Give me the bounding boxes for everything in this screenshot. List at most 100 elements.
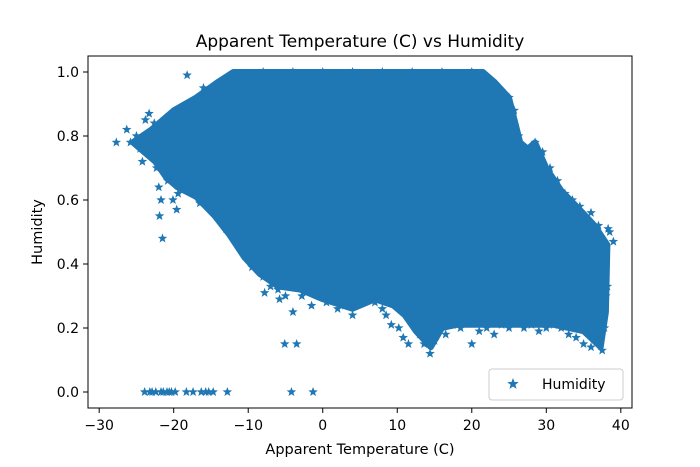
data-point <box>429 335 440 345</box>
data-point <box>377 67 388 77</box>
legend-marker-star-icon <box>507 378 519 389</box>
data-point <box>294 249 304 259</box>
data-point <box>448 319 458 329</box>
y-tick-label: 0.4 <box>57 257 79 273</box>
data-point <box>463 316 473 326</box>
data-point <box>347 67 358 77</box>
data-point <box>170 387 180 397</box>
data-point <box>586 342 596 352</box>
data-point <box>346 275 356 285</box>
data-point <box>511 316 522 326</box>
data-point <box>198 83 209 93</box>
data-point <box>144 108 154 118</box>
data-point <box>173 188 183 198</box>
data-point <box>381 310 391 320</box>
data-point <box>151 387 161 397</box>
x-tick-label: 20 <box>463 418 481 434</box>
data-point <box>234 188 245 198</box>
data-point <box>274 294 285 304</box>
x-tick-label: 30 <box>537 418 555 434</box>
data-point <box>308 387 318 397</box>
data-point <box>226 220 236 230</box>
data-point <box>493 86 503 96</box>
data-point <box>221 223 231 233</box>
data-point <box>571 332 581 342</box>
data-point <box>146 134 157 144</box>
data-point <box>403 339 414 349</box>
data-point <box>370 297 380 307</box>
data-point <box>407 67 417 77</box>
x-tick-label: −20 <box>159 418 189 434</box>
data-point <box>181 387 192 397</box>
data-point <box>297 291 307 301</box>
data-point <box>530 137 540 147</box>
y-tick-label: 0.8 <box>57 129 79 145</box>
data-point <box>232 230 242 240</box>
data-point <box>239 246 250 256</box>
data-point <box>111 137 122 147</box>
data-point <box>222 387 233 397</box>
data-point <box>509 105 520 115</box>
data-point <box>425 348 435 358</box>
data-point <box>601 291 611 301</box>
data-point <box>195 198 205 208</box>
legend-label: Humidity <box>542 377 605 393</box>
data-point <box>325 294 335 304</box>
data-point <box>213 175 224 185</box>
data-point <box>154 211 165 221</box>
data-point <box>166 169 177 179</box>
legend: Humidity <box>488 368 624 401</box>
data-point <box>385 287 395 297</box>
data-point <box>196 387 207 397</box>
y-tick-label: 0.0 <box>57 385 79 401</box>
data-point <box>599 323 610 333</box>
y-tick-label: 0.2 <box>57 321 79 337</box>
data-point <box>203 387 214 397</box>
data-point <box>268 230 279 240</box>
data-point <box>243 252 253 262</box>
data-point <box>419 339 429 349</box>
data-point <box>478 70 488 80</box>
data-point <box>188 387 198 397</box>
data-point <box>131 131 142 141</box>
data-point <box>135 143 145 153</box>
data-point <box>602 281 613 291</box>
data-point <box>332 303 343 313</box>
x-tick-label: 10 <box>388 418 406 434</box>
x-tick-label: −10 <box>233 418 263 434</box>
data-point <box>552 175 563 185</box>
data-point <box>597 345 607 355</box>
data-point <box>362 291 373 301</box>
data-point <box>513 131 524 141</box>
data-point <box>258 271 268 281</box>
data-point <box>262 268 272 278</box>
data-point <box>549 319 559 329</box>
data-point <box>258 67 268 77</box>
data-point <box>575 201 585 211</box>
data-point <box>567 195 578 205</box>
data-point <box>496 319 507 329</box>
data-point <box>122 124 132 134</box>
data-point <box>604 227 615 237</box>
data-point <box>537 147 548 157</box>
data-point <box>455 323 466 333</box>
data-point <box>541 323 552 333</box>
y-axis-label: Humidity <box>30 199 46 265</box>
data-point <box>171 204 182 214</box>
data-point <box>212 211 222 221</box>
data-point <box>485 76 496 86</box>
data-point <box>280 291 291 301</box>
dense-point-cloud <box>129 69 611 351</box>
data-point <box>504 92 514 102</box>
data-point <box>203 191 213 201</box>
data-point <box>474 326 484 336</box>
data-point <box>288 307 298 317</box>
data-point <box>317 67 328 77</box>
y-tick-label: 1.0 <box>57 65 79 81</box>
data-point <box>309 259 320 269</box>
x-axis-label: Apparent Temperature (C) <box>265 442 454 458</box>
data-point <box>177 137 188 147</box>
plot-area <box>111 67 619 397</box>
data-point <box>526 319 537 329</box>
